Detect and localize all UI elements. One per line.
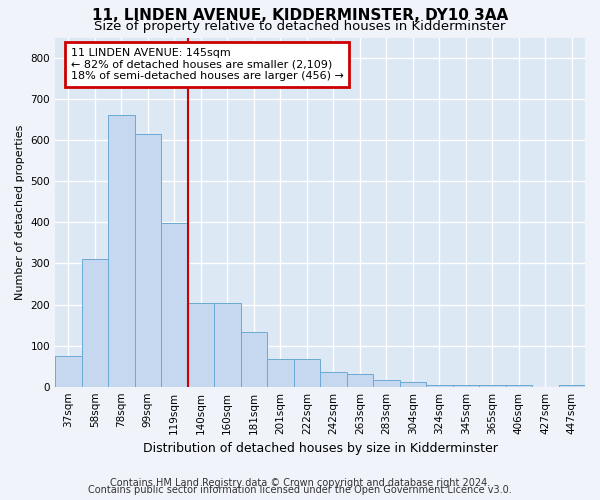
- Text: Contains HM Land Registry data © Crown copyright and database right 2024.: Contains HM Land Registry data © Crown c…: [110, 478, 490, 488]
- Bar: [82, 258, 108, 386]
- Bar: [320, 372, 347, 386]
- Bar: [506, 385, 532, 386]
- Bar: [426, 385, 452, 386]
- Bar: [559, 384, 585, 386]
- Bar: [373, 380, 400, 386]
- Text: 11, LINDEN AVENUE, KIDDERMINSTER, DY10 3AA: 11, LINDEN AVENUE, KIDDERMINSTER, DY10 3…: [92, 8, 508, 22]
- Bar: [293, 358, 320, 386]
- Bar: [347, 374, 373, 386]
- Bar: [55, 356, 82, 386]
- Bar: [400, 382, 426, 386]
- Text: 11 LINDEN AVENUE: 145sqm
← 82% of detached houses are smaller (2,109)
18% of sem: 11 LINDEN AVENUE: 145sqm ← 82% of detach…: [71, 48, 344, 81]
- Bar: [108, 114, 134, 386]
- Bar: [134, 134, 161, 386]
- Bar: [214, 304, 241, 386]
- Bar: [188, 304, 214, 386]
- Text: Contains public sector information licensed under the Open Government Licence v3: Contains public sector information licen…: [88, 485, 512, 495]
- X-axis label: Distribution of detached houses by size in Kidderminster: Distribution of detached houses by size …: [143, 442, 497, 455]
- Y-axis label: Number of detached properties: Number of detached properties: [15, 124, 25, 300]
- Bar: [267, 358, 293, 386]
- Bar: [241, 332, 267, 386]
- Bar: [161, 223, 188, 386]
- Bar: [479, 385, 506, 386]
- Bar: [452, 385, 479, 386]
- Text: Size of property relative to detached houses in Kidderminster: Size of property relative to detached ho…: [94, 20, 506, 33]
